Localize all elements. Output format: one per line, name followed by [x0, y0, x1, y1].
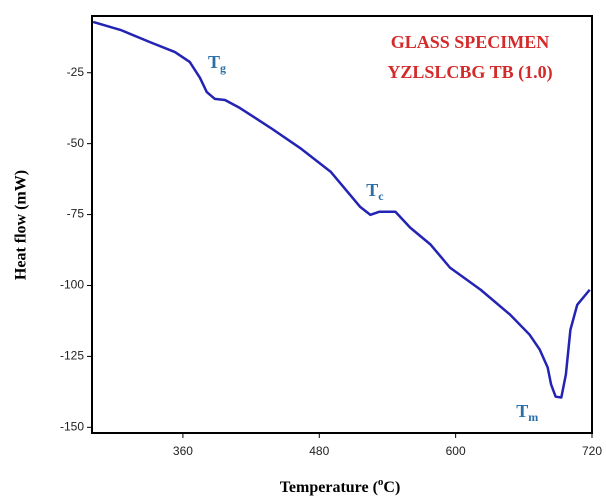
x-axis-label-part: C) — [383, 479, 400, 496]
y-tick-label: -100 — [60, 278, 84, 292]
annotation-main: T — [366, 180, 378, 200]
annotation-main: T — [516, 401, 528, 421]
legend-line: YZLSLCBG TB (1.0) — [387, 62, 552, 83]
x-tick-label: 720 — [582, 444, 602, 458]
x-tick-label: 480 — [309, 444, 329, 458]
annotation-main: T — [208, 52, 220, 72]
legend-line: GLASS SPECIMEN — [391, 32, 550, 52]
x-tick-label: 360 — [173, 444, 193, 458]
y-axis-label: Heat flow (mW) — [13, 170, 30, 280]
x-axis-label-part: Temperature ( — [280, 479, 378, 496]
x-tick-label: 600 — [446, 444, 466, 458]
y-tick-label: -50 — [67, 136, 85, 150]
y-tick-label: -75 — [67, 207, 85, 221]
x-axis-label: Temperature (oC) — [280, 476, 401, 496]
annotation: Tc — [366, 180, 384, 203]
annotation-sub: c — [378, 189, 384, 203]
data-line — [92, 20, 591, 399]
annotation: Tm — [516, 401, 538, 424]
x-axis-label-part: o — [378, 476, 384, 488]
annotation-sub: g — [220, 61, 226, 75]
plot-frame — [91, 15, 593, 434]
y-tick-label: -150 — [60, 419, 84, 433]
annotation-sub: m — [528, 410, 538, 424]
annotation: Tg — [208, 52, 226, 75]
y-tick-label: -25 — [67, 65, 85, 79]
y-tick-label: -125 — [60, 349, 84, 363]
